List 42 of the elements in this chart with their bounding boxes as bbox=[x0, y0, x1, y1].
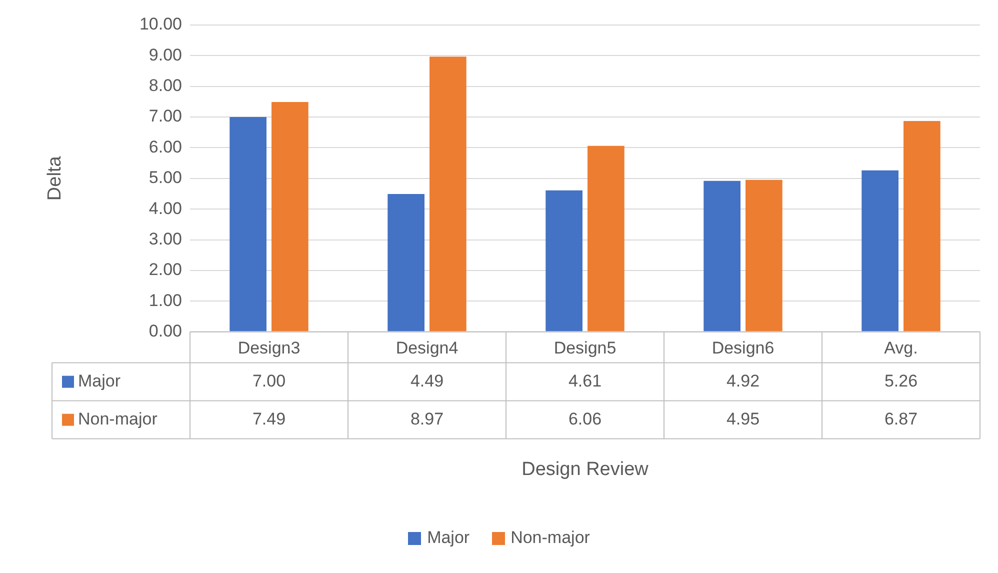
data-label: 4.95 bbox=[726, 409, 760, 428]
y-tick-label: 2.00 bbox=[148, 260, 182, 280]
data-label: 7.49 bbox=[252, 409, 286, 428]
data-label: 7.00 bbox=[252, 371, 286, 390]
legend-label: Major bbox=[78, 371, 121, 390]
y-tick-label: 1.00 bbox=[148, 290, 182, 310]
data-label: 8.97 bbox=[410, 409, 444, 428]
bar bbox=[388, 194, 424, 332]
y-tick-label: 4.00 bbox=[148, 198, 182, 218]
text: Non-major bbox=[510, 528, 590, 547]
y-tick-label: 7.00 bbox=[148, 106, 182, 126]
data-label: 4.61 bbox=[568, 371, 602, 390]
x-tick-label: Design6 bbox=[712, 338, 774, 358]
bar bbox=[746, 180, 782, 332]
y-tick-label: 0.00 bbox=[148, 321, 182, 340]
x-tick-label: Design4 bbox=[396, 338, 458, 358]
y-axis-title: Delta bbox=[44, 156, 66, 201]
y-tick-label: 6.00 bbox=[148, 137, 182, 156]
bar bbox=[904, 121, 940, 332]
bar bbox=[588, 146, 624, 332]
y-tick-label: 8.00 bbox=[148, 76, 182, 96]
legend-label: Non-major bbox=[78, 409, 158, 428]
x-tick-label: Design5 bbox=[554, 338, 616, 358]
x-tick-label: Avg. bbox=[884, 338, 918, 358]
data-label: 4.49 bbox=[410, 371, 444, 390]
bar bbox=[230, 117, 266, 332]
y-tick-label: 3.00 bbox=[148, 229, 182, 248]
bar bbox=[546, 190, 582, 332]
y-tick-label: 5.00 bbox=[148, 168, 182, 188]
bar bbox=[272, 102, 308, 332]
x-tick-label: Design3 bbox=[238, 338, 300, 358]
bar bbox=[862, 170, 898, 332]
data-label: 5.26 bbox=[884, 371, 918, 390]
text: Design Review bbox=[522, 458, 649, 480]
y-tick-label: 10.00 bbox=[139, 14, 182, 34]
y-tick-label: 9.00 bbox=[148, 45, 182, 64]
bar bbox=[704, 180, 740, 332]
data-label: 6.87 bbox=[884, 409, 918, 428]
data-label: 4.92 bbox=[726, 371, 760, 390]
data-label: 6.06 bbox=[568, 409, 602, 428]
bar bbox=[430, 56, 466, 332]
text: Major bbox=[427, 528, 470, 547]
